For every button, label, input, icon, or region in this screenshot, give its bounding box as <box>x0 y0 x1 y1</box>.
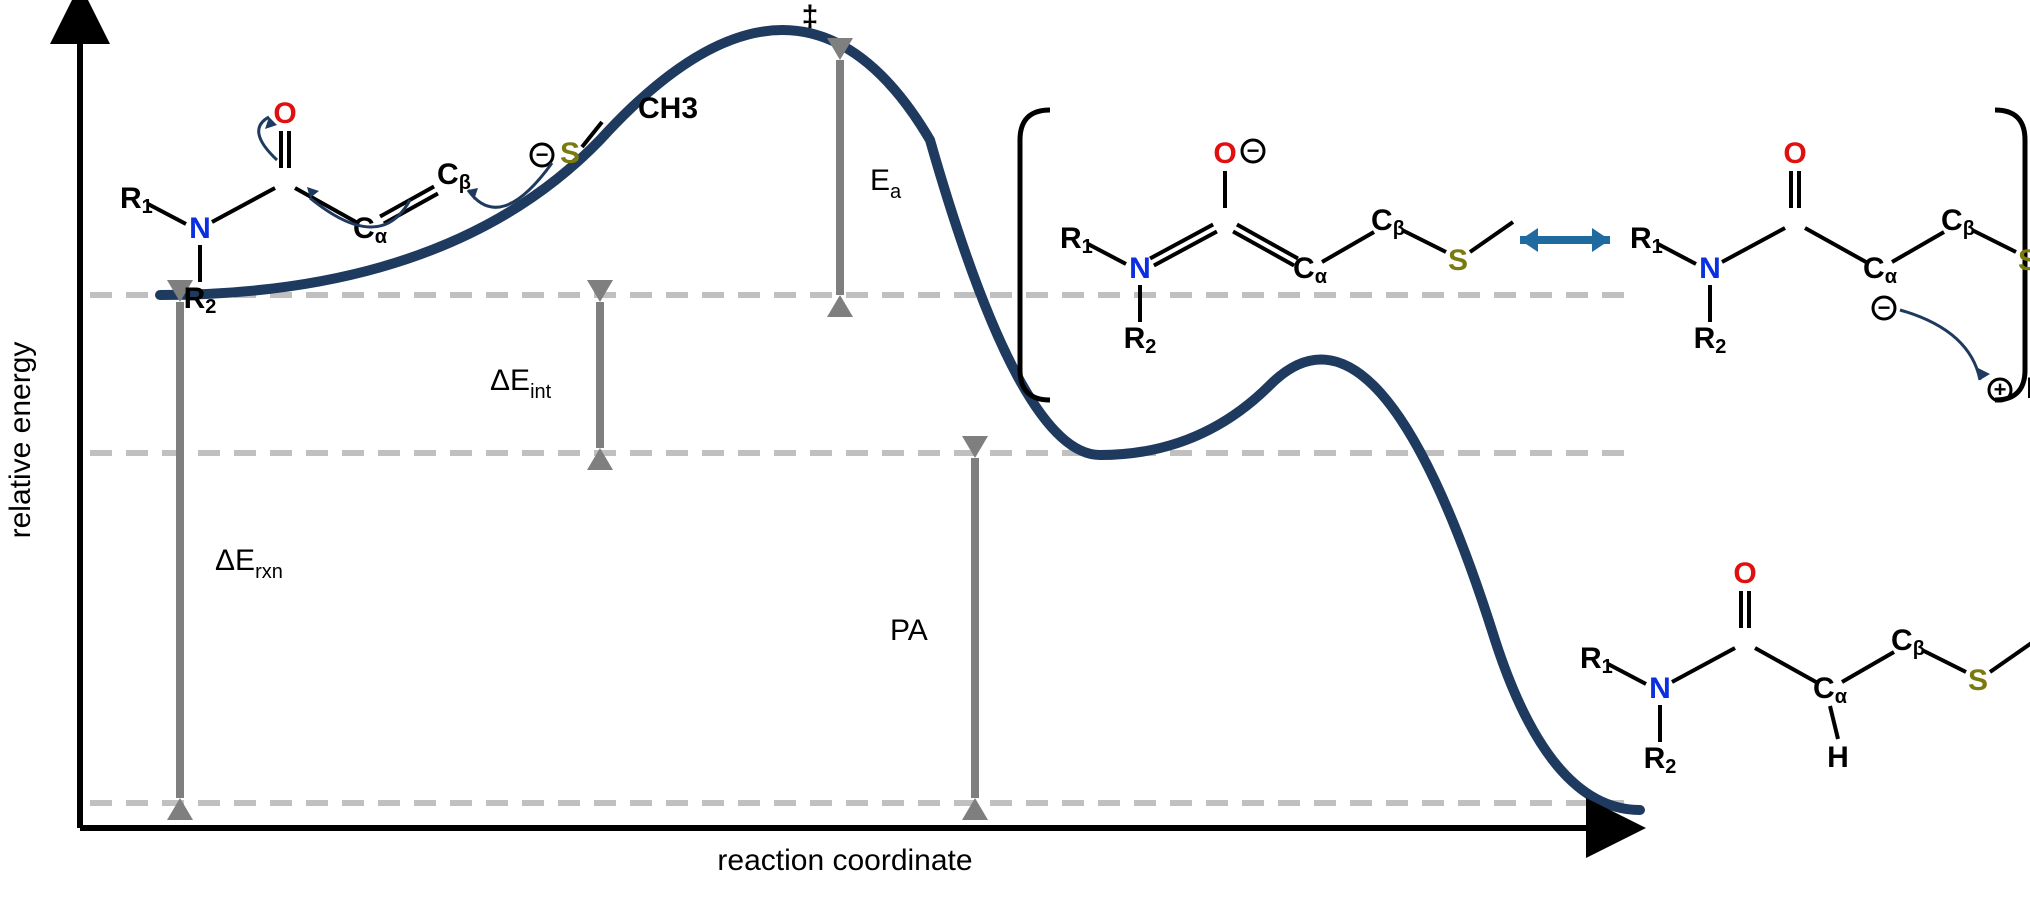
svg-text:+: + <box>1994 377 2007 402</box>
svg-text:Ea: Ea <box>870 164 902 203</box>
svg-text:Cβ: Cβ <box>1891 624 1925 660</box>
svg-text:O: O <box>1213 137 1236 170</box>
svg-text:Cα: Cα <box>1863 252 1898 288</box>
energy-diagram: reaction coordinate relative energy Ea ΔE… <box>0 0 2030 898</box>
svg-text:R1: R1 <box>120 182 153 218</box>
svg-text:−: − <box>536 142 549 167</box>
svg-text:−: − <box>1247 138 1260 163</box>
svg-text:N: N <box>1699 252 1721 285</box>
svg-text:Cα: Cα <box>1813 672 1848 708</box>
svg-text:H: H <box>2026 372 2030 405</box>
y-axis-label: relative energy <box>4 342 37 539</box>
reference-lines <box>90 295 1630 803</box>
svg-text:S: S <box>1968 664 1988 697</box>
svg-text:R1: R1 <box>1580 642 1613 678</box>
svg-text:R2: R2 <box>1694 322 1727 358</box>
svg-text:−: − <box>1878 295 1891 320</box>
svg-text:O: O <box>1733 557 1756 590</box>
reaction-curve <box>160 30 1640 810</box>
svg-text:R1: R1 <box>1630 222 1663 258</box>
svg-text:R2: R2 <box>184 282 217 318</box>
svg-text:R2: R2 <box>1644 742 1677 778</box>
svg-text:ΔErxn: ΔErxn <box>215 544 283 583</box>
svg-text:H: H <box>1827 741 1849 774</box>
svg-text:ΔEint: ΔEint <box>490 364 552 403</box>
svg-text:O: O <box>1783 137 1806 170</box>
svg-text:N: N <box>1129 252 1151 285</box>
svg-text:Cα: Cα <box>1293 252 1328 288</box>
svg-text:PA: PA <box>890 614 928 647</box>
axes: reaction coordinate relative energy <box>4 20 1610 877</box>
intermediate-structure: R1 N R2 O Cα − Cβ S R1 N R2 O Cα Cβ S − + H <box>1020 110 2030 405</box>
x-axis-label: reaction coordinate <box>717 844 972 877</box>
svg-text:S: S <box>2018 244 2030 277</box>
svg-text:CH3: CH3 <box>638 92 698 125</box>
svg-text:Cβ: Cβ <box>1371 204 1405 240</box>
svg-text:N: N <box>189 212 211 245</box>
svg-text:R2: R2 <box>1124 322 1157 358</box>
svg-text:Cβ: Cβ <box>437 158 471 194</box>
svg-text:R1: R1 <box>1060 222 1093 258</box>
svg-text:S: S <box>1448 244 1468 277</box>
svg-text:S: S <box>560 137 580 170</box>
svg-text:N: N <box>1649 672 1671 705</box>
svg-text:Cβ: Cβ <box>1941 204 1975 240</box>
transition-state-symbol: ‡ <box>802 0 819 33</box>
product-structure: R1 N R2 O Cα Cβ S H <box>1580 557 2030 778</box>
